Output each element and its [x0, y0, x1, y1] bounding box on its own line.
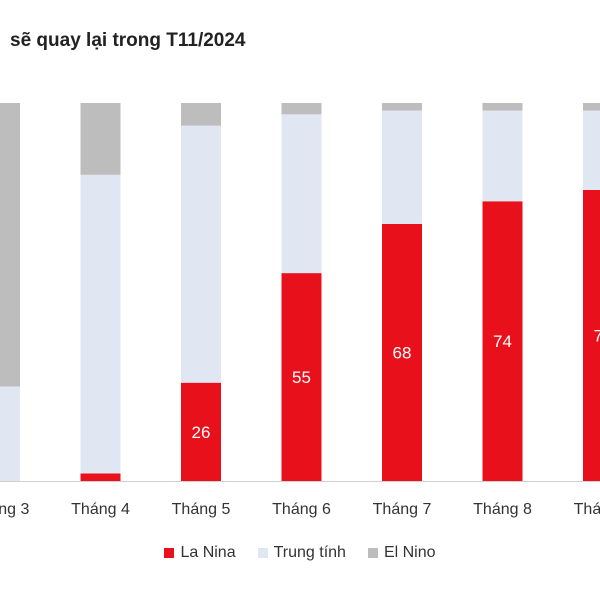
legend: La Nina Trung tính El Nino	[0, 544, 600, 562]
bar-segment-trung-tính-8	[482, 110, 523, 202]
bar-segment-trung-tính-7	[382, 110, 422, 224]
legend-item-la-nina: La Nina	[164, 544, 236, 562]
data-label-6: 55	[292, 368, 311, 387]
x-tick-label-7: Tháng 7	[373, 501, 432, 518]
stacked-bar-chart: Tháng 3 Tháng 4 26 Tháng 5 55 Tháng 6 68 Tháng …	[0, 103, 600, 518]
bar-segment-la-nina-4	[80, 473, 121, 481]
bar-segment-la-nina-7	[382, 223, 422, 481]
bar-segment-el-nino-3	[0, 103, 20, 387]
bar-segment-trung-tính-9	[583, 110, 600, 190]
bar-segment-trung-tính-4	[80, 174, 121, 474]
bar-segment-el-nino-5	[181, 103, 221, 126]
bar-segment-la-nina-8	[482, 201, 523, 481]
x-tick-label-3: Tháng 3	[0, 501, 29, 518]
x-tick-label-5: Tháng 5	[172, 501, 231, 518]
bar-segment-la-nina-9	[583, 189, 600, 481]
chart-title: sẽ quay lại trong T11/2024	[10, 30, 246, 51]
legend-swatch-la-nina	[164, 548, 175, 558]
x-tick-label-6: Tháng 6	[272, 501, 331, 518]
bar-segment-trung-tính-6	[281, 114, 322, 274]
bar-segment-trung-tính-3	[0, 386, 20, 481]
bar-segment-la-nina-6	[281, 273, 322, 481]
bar-segment-el-nino-6	[281, 103, 322, 115]
bar-segment-el-nino-9	[583, 103, 600, 111]
legend-label-el-nino: El Nino	[383, 544, 436, 561]
bar-segment-el-nino-4	[80, 103, 121, 175]
x-tick-label-8: Tháng 8	[473, 501, 532, 518]
legend-label-trung-tinh: Trung tính	[273, 544, 346, 561]
data-label-5: 26	[192, 423, 211, 442]
legend-label-la-nina: La Nina	[180, 544, 236, 561]
bar-segment-trung-tính-5	[181, 125, 221, 383]
bar-segment-el-nino-7	[382, 103, 422, 111]
data-label-7: 68	[393, 343, 412, 362]
legend-item-trung-tinh: Trung tính	[257, 544, 346, 562]
bar-segment-la-nina-5	[181, 382, 221, 481]
bar-segment-el-nino-8	[482, 103, 523, 111]
legend-swatch-trung-tinh	[257, 548, 268, 558]
x-tick-label-9: Tháng 9	[574, 501, 600, 518]
legend-item-el-nino: El Nino	[367, 544, 436, 562]
x-tick-label-4: Tháng 4	[71, 501, 130, 518]
data-label-9: 77	[594, 326, 600, 345]
legend-swatch-el-nino	[367, 548, 378, 558]
data-label-8: 74	[493, 332, 512, 351]
